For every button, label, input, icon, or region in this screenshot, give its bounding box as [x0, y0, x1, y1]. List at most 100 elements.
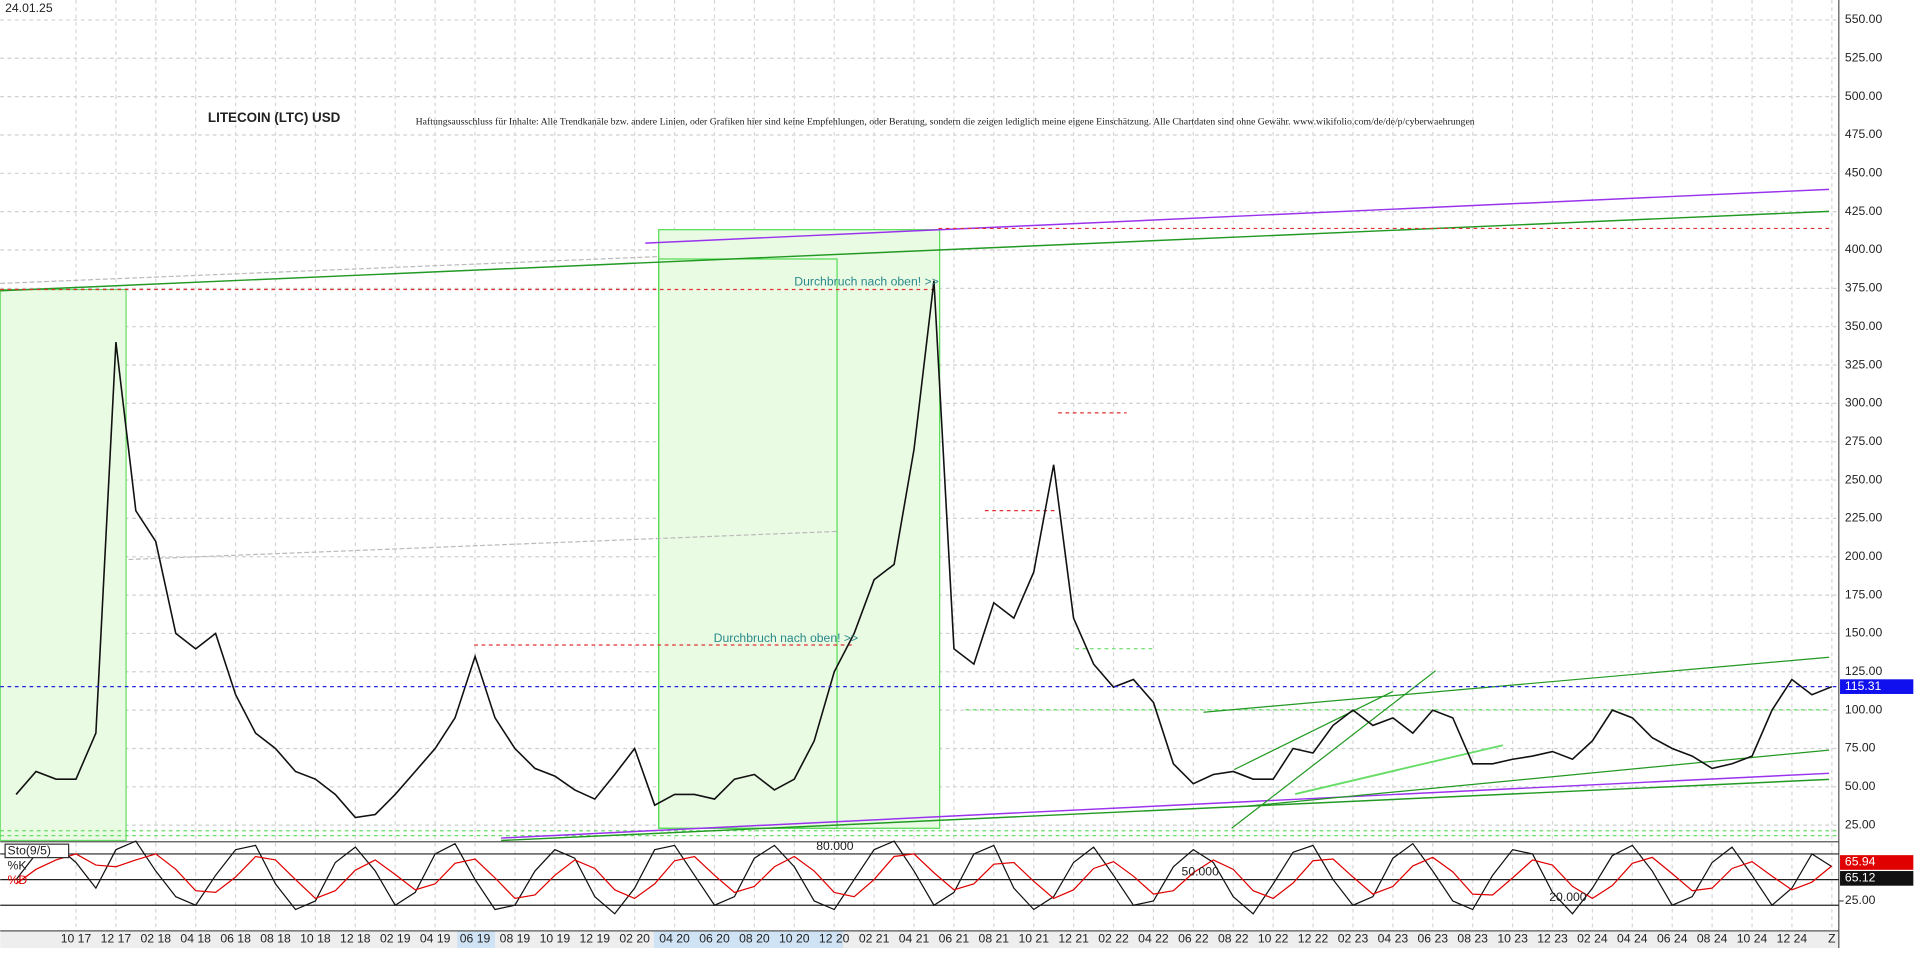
x-highlight — [653, 930, 844, 948]
trendline — [645, 188, 1830, 244]
last-price-label: 115.31 — [1845, 679, 1882, 693]
x-tick-label: 12 23 — [1537, 932, 1568, 946]
x-tick-label: 06 19 — [460, 932, 491, 946]
y-tick-label: 350.00 — [1845, 319, 1883, 333]
x-tick-label: 02 18 — [141, 932, 172, 946]
y-tick-label: 175.00 — [1845, 587, 1883, 601]
x-tick-label: 08 24 — [1697, 932, 1728, 946]
x-tick-label: 04 18 — [180, 932, 211, 946]
y-tick-label: 25.00 — [1845, 893, 1876, 907]
disclaimer: Haftungsausschluss für Inhalte: Alle Tre… — [416, 116, 1475, 127]
y-tick-label: 450.00 — [1845, 166, 1883, 180]
x-tick-label: 12 19 — [579, 932, 610, 946]
plot — [0, 280, 1839, 915]
level-label: 50.000 — [1182, 864, 1220, 878]
indicator-box — [4, 843, 70, 859]
annotation: Durchbruch nach oben! >> — [794, 274, 939, 288]
trendline — [128, 530, 838, 561]
x-tick-label: 10 20 — [779, 932, 810, 946]
x-tick-label: 12 22 — [1298, 932, 1329, 946]
indicator-name: Sto(9/5) — [8, 844, 51, 858]
x-tick-label: 02 24 — [1577, 932, 1608, 946]
y-tick-label: 500.00 — [1845, 89, 1883, 103]
y-tick-label: 550.00 — [1845, 12, 1883, 26]
x-highlight — [457, 930, 495, 948]
x-tick-label: 04 22 — [1138, 932, 1169, 946]
x-tick-label: 06 22 — [1178, 932, 1209, 946]
legend-entry: %D — [8, 873, 28, 887]
trendline — [1231, 670, 1437, 829]
x-tick-label: 10 23 — [1497, 932, 1528, 946]
x-tick-label: 10 18 — [300, 932, 331, 946]
trendline — [0, 255, 660, 285]
y-tick-label: 400.00 — [1845, 242, 1883, 256]
trendline — [501, 772, 1830, 839]
y-tick-label: 525.00 — [1845, 51, 1883, 65]
y-tick-label: 150.00 — [1845, 626, 1883, 640]
chart-title: LITECOIN (LTC) USD — [208, 110, 341, 125]
x-tick-label: 12 21 — [1058, 932, 1089, 946]
series-line — [15, 280, 1833, 819]
x-tick-label: 04 24 — [1617, 932, 1648, 946]
level-label: 20.000 — [1549, 890, 1587, 904]
x-tick-label: 10 21 — [1018, 932, 1049, 946]
x-tick-label: 06 18 — [220, 932, 251, 946]
x-tick-label: 10 19 — [540, 932, 571, 946]
x-tick-label: 08 19 — [500, 932, 531, 946]
x-tick-label: 02 19 — [380, 932, 411, 946]
value-tag-label: 65.12 — [1845, 871, 1876, 885]
x-tick-label: 08 22 — [1218, 932, 1249, 946]
annotation: Durchbruch nach oben! >> — [714, 631, 859, 645]
y-tick-label: 425.00 — [1845, 204, 1883, 218]
y-tick-label: 275.00 — [1845, 434, 1883, 448]
x-tick-label: 06 20 — [699, 932, 730, 946]
series-line — [15, 853, 1833, 900]
value-tag — [1840, 871, 1914, 886]
x-tick-label: 10 24 — [1737, 932, 1768, 946]
value-tag-label: 65.94 — [1845, 855, 1876, 869]
trendlines — [0, 188, 1839, 842]
series-line — [15, 840, 1833, 915]
x-tick-label: 12 20 — [819, 932, 850, 946]
x-tick-label: 06 21 — [939, 932, 970, 946]
x-tick-label: 02 20 — [619, 932, 650, 946]
y-tick-label: 200.00 — [1845, 549, 1883, 563]
value-tag — [1840, 855, 1914, 870]
x-tick-label: 02 23 — [1338, 932, 1369, 946]
x-tick-label: 12 18 — [340, 932, 371, 946]
x-tick-label: 10 17 — [61, 932, 92, 946]
trendline — [1233, 690, 1394, 771]
trendline — [501, 778, 1830, 842]
zone — [0, 288, 127, 842]
legend-entry: %K — [8, 858, 27, 872]
x-tick-label: 10 22 — [1258, 932, 1289, 946]
trendline — [1246, 749, 1830, 807]
x-tick-label: 08 18 — [260, 932, 291, 946]
zone — [658, 229, 941, 829]
trendline — [1203, 656, 1830, 713]
x-tick-label: 02 22 — [1098, 932, 1129, 946]
y-tick-label: 25.00 — [1845, 817, 1876, 831]
x-tick-label: Z — [1828, 932, 1836, 946]
x-tick-label: 12 24 — [1777, 932, 1808, 946]
y-tick-label: 300.00 — [1845, 396, 1883, 410]
x-tick-label: 08 23 — [1457, 932, 1488, 946]
y-tick-label: 75.00 — [1845, 741, 1876, 755]
x-tick-label: 08 20 — [739, 932, 770, 946]
y-tick-label: 100.00 — [1845, 702, 1883, 716]
y-tick-label: 325.00 — [1845, 357, 1883, 371]
x-tick-label: 04 20 — [659, 932, 690, 946]
x-tick-label: 04 23 — [1378, 932, 1409, 946]
x-tick-label: 06 23 — [1418, 932, 1449, 946]
y-tick-label: 250.00 — [1845, 472, 1883, 486]
x-tick-label: 06 24 — [1657, 932, 1688, 946]
last-price-tag — [1840, 679, 1914, 694]
x-tick-label: 12 17 — [101, 932, 132, 946]
x-tick-label: 04 19 — [420, 932, 451, 946]
date: 24.01.25 — [5, 1, 53, 15]
level-label: 80.000 — [816, 839, 854, 853]
x-tick-label: 04 21 — [899, 932, 930, 946]
y-tick-label: 50.00 — [1845, 779, 1876, 793]
trendline — [0, 210, 1830, 292]
